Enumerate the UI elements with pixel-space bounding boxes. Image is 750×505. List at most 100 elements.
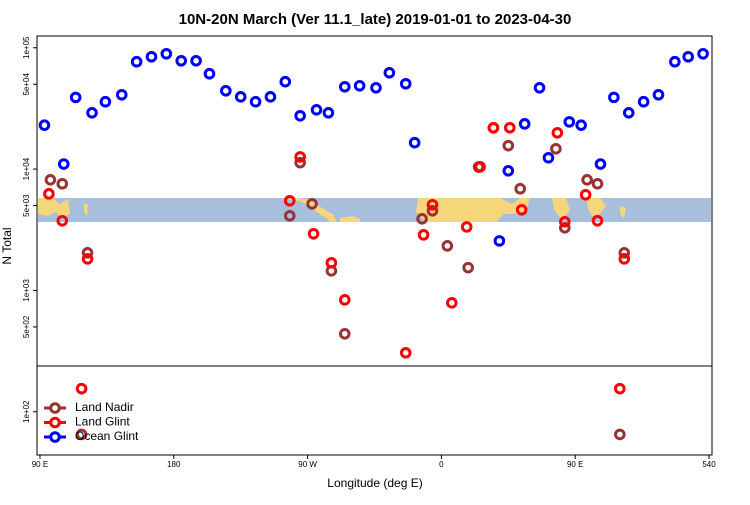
point	[408, 136, 421, 149]
point	[514, 182, 527, 195]
point	[306, 198, 318, 210]
point	[416, 213, 428, 225]
land	[586, 198, 606, 216]
point	[175, 54, 188, 67]
point	[682, 50, 695, 63]
point	[426, 198, 439, 211]
point	[283, 210, 296, 222]
chart-title: 10N-20N March (Ver 11.1_late) 2019-01-01…	[179, 11, 572, 28]
point	[614, 382, 626, 395]
point	[160, 47, 173, 60]
land	[552, 198, 570, 220]
y-tick-label: 1e+03	[22, 279, 31, 302]
point	[322, 107, 335, 119]
point	[86, 107, 98, 119]
x-tick-label: 90 E	[32, 460, 48, 469]
point	[474, 161, 486, 173]
point	[446, 297, 458, 309]
point	[669, 55, 681, 68]
legend-label: Land Glint	[75, 415, 130, 429]
point	[426, 205, 439, 217]
point	[75, 428, 88, 441]
legend-label: Land Nadir	[75, 400, 134, 414]
point	[338, 80, 351, 93]
map-band	[38, 198, 711, 222]
point	[563, 116, 576, 128]
point	[542, 151, 555, 164]
point	[81, 247, 94, 259]
point	[581, 173, 593, 186]
point	[81, 253, 94, 265]
point	[502, 139, 515, 152]
point	[579, 188, 592, 201]
point	[614, 428, 626, 441]
plot-frame	[36, 35, 713, 456]
point	[697, 47, 709, 60]
point	[551, 127, 564, 139]
land	[38, 198, 70, 218]
point	[325, 256, 338, 269]
point	[115, 88, 128, 101]
legend-label: Ocean Glint	[75, 429, 139, 443]
point	[190, 54, 202, 67]
y-tick-label: 1e+05	[22, 36, 31, 59]
point	[130, 55, 143, 68]
point	[533, 81, 546, 94]
point	[307, 227, 320, 240]
point	[43, 188, 55, 200]
point	[294, 151, 306, 163]
point	[44, 173, 57, 186]
y-tick-label: 5e+02	[22, 315, 31, 338]
land	[416, 198, 530, 222]
x-tick-label: 0	[439, 460, 444, 469]
point	[559, 215, 571, 228]
y-tick-label: 1e+02	[22, 400, 31, 423]
y-tick-label: 5e+04	[22, 72, 31, 95]
point	[618, 247, 631, 259]
point	[56, 214, 69, 227]
point	[353, 79, 366, 92]
x-tick-label: 90 W	[298, 460, 317, 469]
point	[487, 121, 500, 134]
land	[84, 203, 88, 216]
point	[338, 294, 351, 306]
point	[618, 253, 631, 265]
y-tick-label: 1e+04	[22, 157, 31, 180]
point	[417, 229, 430, 241]
point	[622, 107, 635, 119]
point	[462, 261, 474, 274]
point	[399, 77, 412, 90]
y-tick-label: 5e+03	[22, 194, 31, 217]
point	[550, 142, 562, 155]
land	[340, 216, 360, 222]
point	[575, 119, 587, 131]
point	[203, 67, 216, 80]
point	[502, 164, 515, 177]
point	[518, 118, 531, 130]
point	[99, 95, 112, 108]
point	[559, 222, 571, 234]
point	[234, 91, 247, 103]
point	[370, 81, 382, 94]
legend-marker	[49, 431, 61, 443]
ocean-band	[38, 198, 711, 222]
point	[652, 88, 665, 101]
point	[460, 221, 473, 233]
point	[57, 158, 70, 170]
x-tick-label: 540	[702, 460, 716, 469]
point	[591, 214, 604, 227]
point	[515, 203, 528, 216]
point	[69, 91, 82, 104]
point	[249, 95, 262, 108]
point	[294, 109, 306, 122]
point	[503, 121, 516, 134]
point	[493, 235, 506, 247]
point	[310, 104, 323, 116]
point	[383, 66, 396, 79]
x-tick-label: 90 E	[567, 460, 583, 469]
point	[145, 50, 158, 63]
x-tick-label: 180	[167, 460, 181, 469]
y-axis-label: N Total	[0, 227, 14, 264]
point	[283, 194, 296, 207]
